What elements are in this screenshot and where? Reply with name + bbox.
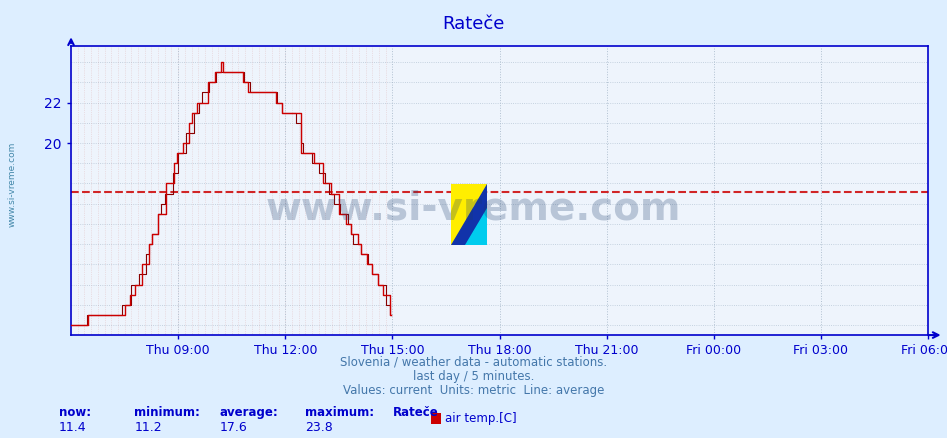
Text: Slovenia / weather data - automatic stations.: Slovenia / weather data - automatic stat… (340, 356, 607, 369)
Text: www.si-vreme.com: www.si-vreme.com (266, 189, 681, 227)
Text: now:: now: (59, 406, 91, 420)
Polygon shape (465, 208, 487, 245)
Polygon shape (451, 184, 487, 245)
Text: last day / 5 minutes.: last day / 5 minutes. (413, 370, 534, 383)
Text: average:: average: (220, 406, 278, 420)
Text: 11.4: 11.4 (59, 421, 86, 434)
Text: 23.8: 23.8 (305, 421, 332, 434)
Text: Values: current  Units: metric  Line: average: Values: current Units: metric Line: aver… (343, 384, 604, 397)
Text: Rateče: Rateče (393, 406, 438, 420)
Text: minimum:: minimum: (134, 406, 201, 420)
Text: maximum:: maximum: (305, 406, 374, 420)
Text: www.si-vreme.com: www.si-vreme.com (8, 141, 17, 226)
Text: Rateče: Rateče (442, 15, 505, 33)
Text: 17.6: 17.6 (220, 421, 247, 434)
Text: 11.2: 11.2 (134, 421, 162, 434)
Polygon shape (451, 184, 487, 245)
Text: air temp.[C]: air temp.[C] (445, 412, 517, 425)
